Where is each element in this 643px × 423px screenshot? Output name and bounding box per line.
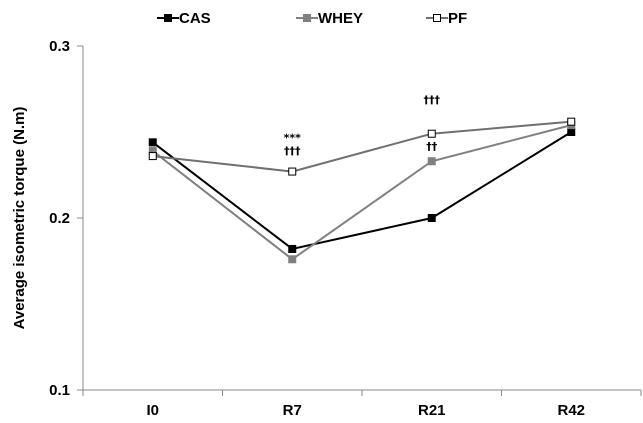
significance-marker: †† <box>426 140 438 153</box>
data-point <box>148 138 157 147</box>
y-tick-label: 0.3 <box>49 38 70 55</box>
legend-item-whey: WHEY <box>296 10 363 27</box>
legend-marker <box>433 14 441 22</box>
legend-label: PF <box>448 10 467 27</box>
series-cas <box>148 128 576 253</box>
data-point <box>288 255 297 264</box>
data-point <box>567 117 576 126</box>
legend-marker <box>164 14 172 22</box>
legend-label: CAS <box>179 10 211 27</box>
series-line <box>152 120 572 173</box>
data-point <box>427 214 436 222</box>
x-tick-label: R42 <box>557 402 585 419</box>
series-line <box>152 124 572 261</box>
data-point <box>288 244 297 253</box>
significance-marker: ††† <box>424 94 441 107</box>
x-tick-label: R21 <box>418 402 446 419</box>
legend-item-cas: CAS <box>157 10 211 27</box>
series-whey <box>148 121 576 264</box>
x-tick-label: R7 <box>283 402 302 419</box>
y-tick-label: 0.1 <box>49 382 70 399</box>
legend-label: WHEY <box>318 10 363 27</box>
significance-marker: *** <box>284 132 302 145</box>
annotations: ***†††††††† <box>284 94 441 158</box>
data-point <box>148 152 157 161</box>
data-point <box>567 128 576 136</box>
series-pf <box>148 117 576 176</box>
significance-marker: ††† <box>284 145 301 158</box>
series-layer <box>148 117 576 264</box>
x-tick-label: I0 <box>146 402 159 419</box>
legend-item-pf: PF <box>426 10 467 27</box>
axes: 0.1 0.2 0.3 I0 R7 R21 R42 <box>49 38 642 419</box>
data-point <box>427 129 436 138</box>
data-point <box>288 167 297 176</box>
y-tick-label: 0.2 <box>49 210 70 227</box>
y-axis-label: Average isometric torque (N.m) <box>11 107 28 330</box>
legend-marker <box>303 14 311 22</box>
data-point <box>427 157 436 166</box>
series-line <box>152 131 572 251</box>
legend: CAS WHEY PF <box>157 10 467 27</box>
